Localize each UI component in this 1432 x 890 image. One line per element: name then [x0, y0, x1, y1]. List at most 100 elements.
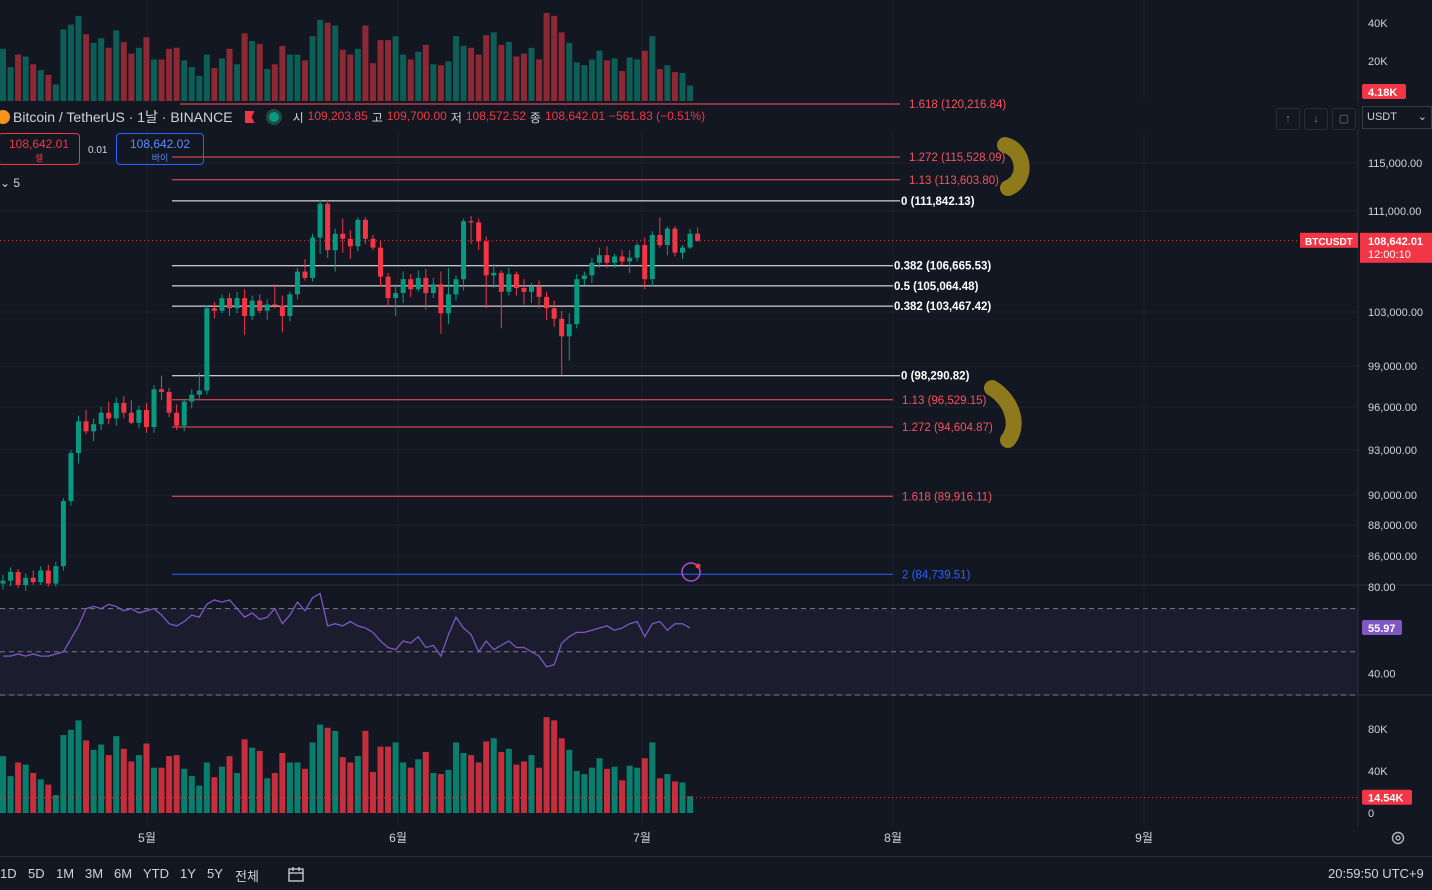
volume-bar: [105, 755, 112, 813]
top-volume-bar: [671, 71, 678, 101]
top-volume-bar: [498, 44, 505, 101]
alert-dot-icon: [695, 563, 701, 569]
candle-body: [453, 279, 459, 295]
candle-body: [196, 390, 202, 395]
candle-body: [438, 284, 444, 314]
top-volume-bar: [468, 47, 475, 101]
volume-bar: [120, 748, 127, 813]
top-volume-bar: [513, 56, 520, 101]
timeframe-ytd[interactable]: YTD: [143, 866, 169, 881]
volume-bar: [407, 767, 414, 813]
volume-bar: [294, 762, 301, 813]
timeframe-5y[interactable]: 5Y: [207, 866, 223, 881]
candle-body: [461, 221, 467, 280]
volume-bar: [339, 757, 346, 813]
candle-body: [249, 300, 255, 317]
volume-bar: [279, 753, 286, 813]
candle-body: [680, 247, 685, 253]
candle-body: [468, 221, 474, 223]
candle-body: [310, 237, 316, 278]
rsi-tick-label: 80.00: [1368, 582, 1396, 594]
candle-body: [106, 412, 112, 419]
top-volume-bar: [128, 53, 135, 101]
volume-bar: [483, 741, 490, 813]
top-volume-bar: [98, 38, 105, 101]
volume-bar: [113, 736, 120, 813]
settings-icon[interactable]: [1390, 830, 1406, 846]
top-volume-bar: [641, 50, 648, 101]
arrow-down-icon[interactable]: ↓: [1304, 108, 1328, 130]
currency-value: USDT: [1367, 111, 1397, 123]
timeframe-1d[interactable]: 1D: [0, 866, 17, 881]
price-tick-label: 93,000.00: [1368, 445, 1417, 457]
indicators-toggle[interactable]: ⌄ 5: [0, 176, 20, 190]
timeframe-1m[interactable]: 1M: [56, 866, 75, 881]
timeframe-1y[interactable]: 1Y: [180, 866, 196, 881]
currency-select[interactable]: USDT ⌄: [1362, 106, 1432, 129]
candle-body: [38, 570, 44, 583]
volume-bar: [460, 753, 467, 813]
x-axis-label: 8월: [884, 831, 902, 845]
top-volume-bar: [83, 34, 90, 101]
volume-bar: [67, 729, 74, 813]
candle-body: [8, 571, 14, 581]
volume-bar: [286, 762, 293, 813]
top-volume-bar: [475, 54, 482, 101]
volume-tag-bg: [1362, 789, 1412, 805]
candle-body: [355, 219, 361, 247]
annotation-mark: [997, 137, 1030, 196]
volume-bar: [581, 774, 588, 813]
timeframe-6m[interactable]: 6M: [114, 866, 133, 881]
candle-body: [128, 412, 134, 423]
candle-body: [294, 271, 300, 295]
candle-body: [362, 219, 368, 239]
top-volume-bar: [173, 47, 180, 101]
timeframe-all[interactable]: 전체: [235, 869, 259, 884]
sell-button[interactable]: 108,642.01 셀: [0, 133, 80, 165]
top-volume-bar: [105, 47, 112, 101]
top-volume-bar: [354, 48, 361, 101]
top-volume-bar: [37, 70, 44, 101]
candle-body: [23, 577, 29, 585]
candle-body: [68, 453, 74, 501]
volume-bar: [98, 744, 105, 813]
volume-bar: [60, 735, 67, 813]
maximize-icon[interactable]: ▢: [1332, 108, 1356, 130]
candle-body: [15, 571, 21, 585]
top-volume-bar: [566, 42, 573, 101]
volume-bar: [0, 756, 6, 813]
arrow-up-icon[interactable]: ↑: [1276, 108, 1300, 130]
candle-body: [581, 275, 587, 280]
timeframe-5d[interactable]: 5D: [28, 866, 45, 881]
candle-body: [408, 279, 414, 290]
top-volume-bar: [415, 51, 422, 101]
candle-body: [113, 402, 119, 419]
symbol-title[interactable]: Bitcoin / TetherUS · 1날 · BINANCE: [13, 109, 233, 125]
volume-bar: [392, 742, 399, 813]
rsi-line: [3, 592, 691, 668]
volume-bar: [641, 758, 648, 813]
calendar-icon[interactable]: [287, 865, 305, 883]
volume-bar: [498, 751, 505, 813]
buy-button[interactable]: 108,642.02 바이: [116, 133, 204, 165]
sell-label: 셀: [34, 153, 44, 163]
volume-bar: [649, 742, 656, 813]
candle-body: [619, 256, 625, 262]
top-volume-bar: [22, 56, 29, 101]
candle-body: [189, 394, 195, 402]
volume-bar: [687, 796, 694, 813]
volume-tick-label: 80K: [1368, 724, 1388, 736]
candle-body: [287, 294, 293, 317]
candle-body: [423, 277, 429, 294]
top-volume-bar: [317, 19, 324, 102]
top-volume-bar: [60, 29, 67, 101]
high-label: 고: [371, 110, 383, 125]
top-volume-bar: [679, 72, 686, 101]
volume-bar: [203, 762, 210, 813]
flag-icon[interactable]: [244, 111, 255, 123]
candle-body: [551, 308, 557, 319]
top-volume-bar: [656, 69, 663, 101]
fib-level-label: 0.5 (105,064.48): [894, 281, 979, 293]
timeframe-3m[interactable]: 3M: [85, 866, 104, 881]
